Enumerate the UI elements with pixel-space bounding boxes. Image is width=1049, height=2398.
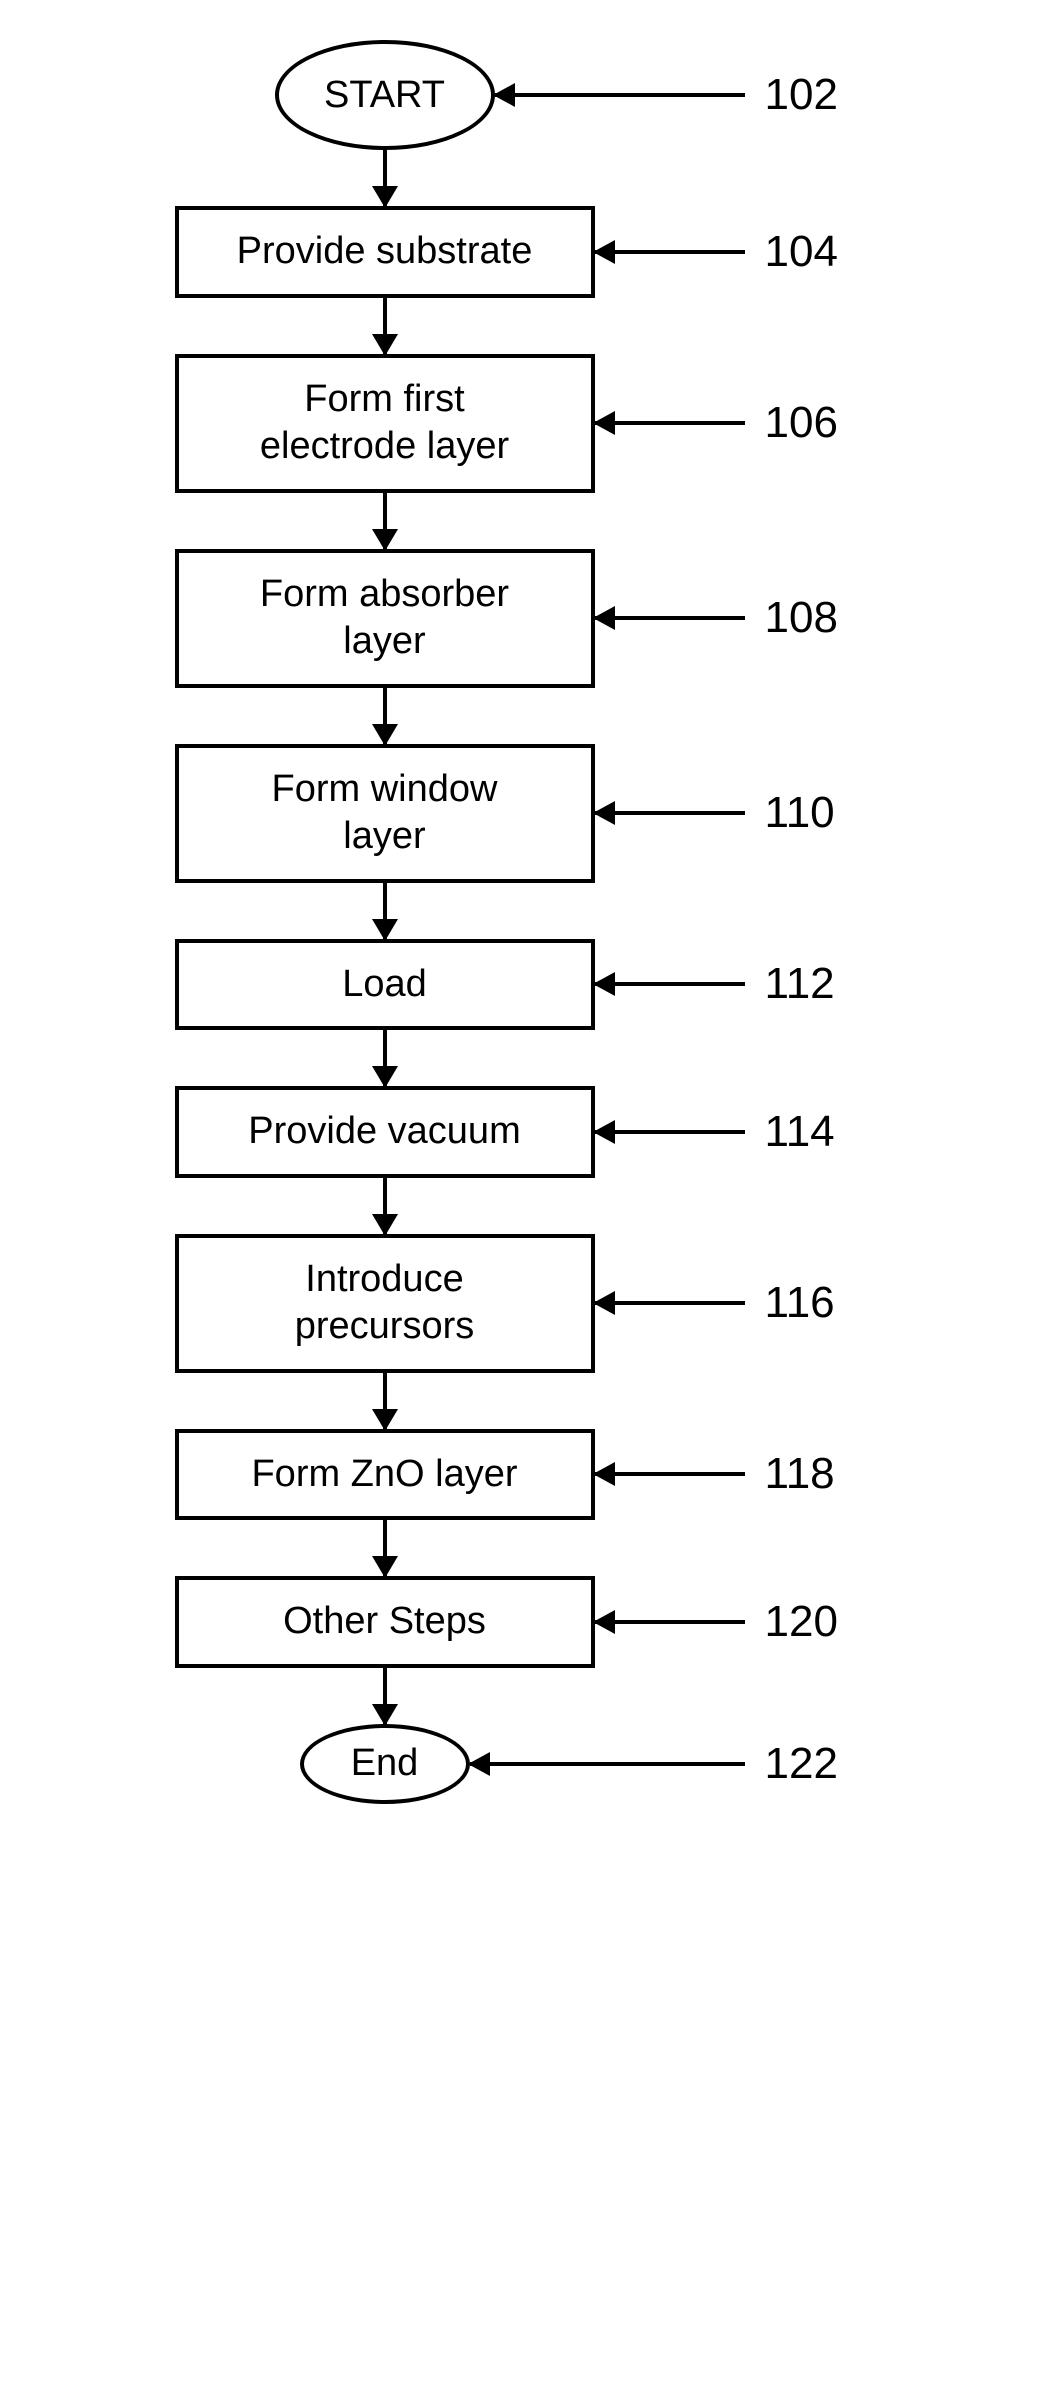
ref-label-108: 108 bbox=[765, 593, 838, 643]
ref-line-118 bbox=[595, 1472, 745, 1476]
process-label: Form windowlayer bbox=[272, 766, 498, 861]
ref-label-122: 122 bbox=[765, 1739, 838, 1789]
arrow bbox=[383, 1030, 387, 1086]
step-wrap-110: Form windowlayer 110 bbox=[175, 744, 595, 883]
process-provide-substrate: Provide substrate bbox=[175, 206, 595, 298]
end-node-wrap: End 122 bbox=[175, 1724, 595, 1804]
ref-label-102: 102 bbox=[765, 70, 838, 120]
ref-line-102 bbox=[495, 93, 745, 97]
step-wrap-106: Form firstelectrode layer 106 bbox=[175, 354, 595, 493]
step-wrap-114: Provide vacuum 114 bbox=[175, 1086, 595, 1178]
end-label: End bbox=[351, 1742, 419, 1785]
step-wrap-120: Other Steps 120 bbox=[175, 1576, 595, 1668]
ref-line-120 bbox=[595, 1620, 745, 1624]
start-node-wrap: START 102 bbox=[175, 40, 595, 150]
flowchart-container: START 102 Provide substrate 104 Form fir… bbox=[25, 40, 1025, 1804]
ref-line-116 bbox=[595, 1301, 745, 1305]
ref-label-116: 116 bbox=[765, 1278, 835, 1328]
ref-label-104: 104 bbox=[765, 227, 838, 277]
step-wrap-112: Load 112 bbox=[175, 939, 595, 1031]
arrow bbox=[383, 883, 387, 939]
process-label: Form firstelectrode layer bbox=[260, 376, 509, 471]
start-terminal: START bbox=[275, 40, 495, 150]
arrow bbox=[383, 1520, 387, 1576]
arrow bbox=[383, 298, 387, 354]
ref-line-112 bbox=[595, 982, 745, 986]
process-label: Form ZnO layer bbox=[251, 1451, 517, 1499]
process-form-first-electrode: Form firstelectrode layer bbox=[175, 354, 595, 493]
arrow bbox=[383, 1178, 387, 1234]
process-form-window: Form windowlayer bbox=[175, 744, 595, 883]
process-label: Provide substrate bbox=[237, 228, 533, 276]
ref-label-120: 120 bbox=[765, 1597, 838, 1647]
process-introduce-precursors: Introduceprecursors bbox=[175, 1234, 595, 1373]
ref-line-122 bbox=[470, 1762, 745, 1766]
ref-label-118: 118 bbox=[765, 1449, 835, 1499]
process-form-zno: Form ZnO layer bbox=[175, 1429, 595, 1521]
ref-line-110 bbox=[595, 811, 745, 815]
step-wrap-118: Form ZnO layer 118 bbox=[175, 1429, 595, 1521]
arrow bbox=[383, 493, 387, 549]
arrow bbox=[383, 150, 387, 206]
ref-line-106 bbox=[595, 421, 745, 425]
start-label: START bbox=[324, 74, 445, 117]
process-label: Other Steps bbox=[283, 1598, 486, 1646]
process-label: Form absorberlayer bbox=[260, 571, 509, 666]
process-label: Introduceprecursors bbox=[295, 1256, 475, 1351]
process-label: Load bbox=[342, 961, 427, 1009]
step-wrap-108: Form absorberlayer 108 bbox=[175, 549, 595, 688]
ref-line-114 bbox=[595, 1130, 745, 1134]
ref-label-112: 112 bbox=[765, 959, 835, 1009]
arrow bbox=[383, 688, 387, 744]
step-wrap-104: Provide substrate 104 bbox=[175, 206, 595, 298]
process-load: Load bbox=[175, 939, 595, 1031]
process-other-steps: Other Steps bbox=[175, 1576, 595, 1668]
process-form-absorber: Form absorberlayer bbox=[175, 549, 595, 688]
step-wrap-116: Introduceprecursors 116 bbox=[175, 1234, 595, 1373]
ref-label-114: 114 bbox=[765, 1107, 835, 1157]
ref-label-106: 106 bbox=[765, 398, 838, 448]
ref-line-108 bbox=[595, 616, 745, 620]
process-label: Provide vacuum bbox=[248, 1108, 520, 1156]
arrow bbox=[383, 1373, 387, 1429]
end-terminal: End bbox=[300, 1724, 470, 1804]
arrow bbox=[383, 1668, 387, 1724]
ref-line-104 bbox=[595, 250, 745, 254]
flowchart: START 102 Provide substrate 104 Form fir… bbox=[175, 40, 595, 1804]
ref-label-110: 110 bbox=[765, 788, 835, 838]
process-provide-vacuum: Provide vacuum bbox=[175, 1086, 595, 1178]
